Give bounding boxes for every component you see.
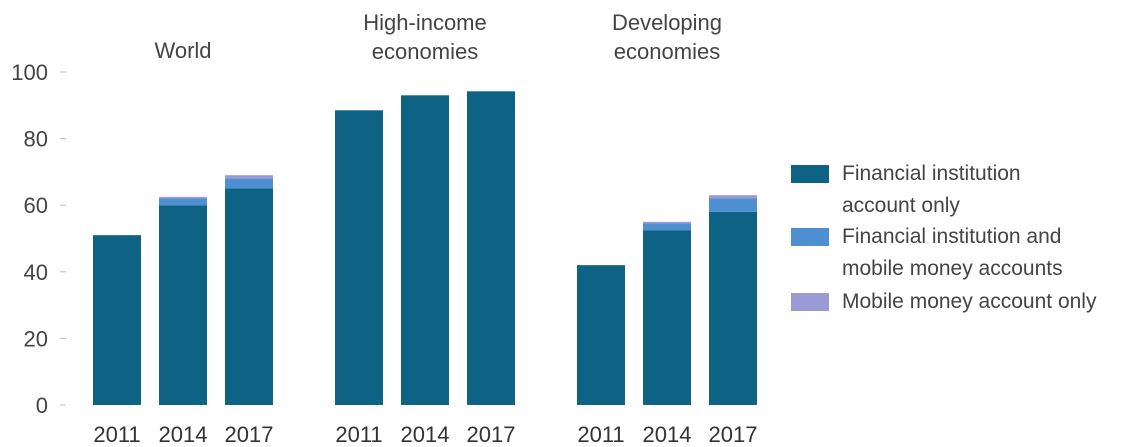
y-axis: 0 20 40 60 80 100	[11, 60, 66, 418]
legend-label: Mobile money account only	[842, 290, 1097, 313]
y-tick-label: 80	[24, 127, 48, 152]
legend-label: mobile money accounts	[842, 257, 1063, 280]
y-tick-label: 40	[24, 260, 48, 285]
bar-group: Developing economies 2011 2014 2017	[577, 10, 757, 447]
bar-segment-fi-and-mm	[709, 198, 757, 212]
x-tick-label: 2017	[225, 422, 274, 447]
bar-segment-fi-only	[467, 91, 515, 405]
legend-entry: Financial institution account only	[791, 162, 1021, 217]
bar-group: World 2011 2014 2017	[93, 38, 273, 447]
legend-swatch	[791, 165, 829, 183]
bar-segment-fi-only	[709, 211, 757, 405]
x-tick-label: 2014	[159, 422, 208, 447]
legend-swatch	[791, 228, 829, 246]
bar-segment-fi-only	[159, 205, 207, 405]
bar-segment-fi-only	[643, 230, 691, 405]
x-tick-label: 2011	[577, 422, 624, 447]
bar-segment-mm-only	[225, 175, 273, 179]
y-tick-label: 20	[24, 326, 48, 351]
bar-segment-fi-only	[401, 95, 449, 405]
legend-label: account only	[842, 194, 960, 217]
bar-group: High-income economies 2011 2014 2017	[335, 10, 515, 447]
group-title: High-income	[363, 10, 487, 35]
y-tick-label: 0	[36, 393, 48, 418]
bar-segment-fi-only	[225, 188, 273, 405]
group-title: economies	[614, 39, 720, 64]
legend-label: Financial institution	[842, 162, 1021, 185]
bar-segment-fi-and-mm	[225, 178, 273, 189]
x-tick-label: 2014	[643, 422, 692, 447]
x-tick-label: 2014	[401, 422, 450, 447]
x-tick-label: 2011	[335, 422, 382, 447]
x-tick-label: 2017	[709, 422, 758, 447]
group-title: economies	[372, 39, 478, 64]
legend-entry: Mobile money account only	[791, 290, 1097, 313]
bar-segment-mm-only	[643, 221, 691, 224]
bar-segment-fi-and-mm	[159, 198, 207, 206]
bar-segment-fi-and-mm	[467, 90, 515, 92]
bar-segment-fi-only	[577, 265, 625, 405]
x-tick-label: 2017	[467, 422, 516, 447]
legend-label: Financial institution and	[842, 225, 1061, 248]
bar-segment-fi-only	[335, 110, 383, 406]
bar-segment-fi-and-mm	[643, 223, 691, 231]
legend-swatch	[791, 293, 829, 311]
legend-entry: Financial institution and mobile money ac…	[791, 225, 1063, 280]
bar-groups: World 2011 2014 2017 High-income economies 201…	[93, 10, 757, 447]
bar-segment-mm-only	[709, 195, 757, 199]
bar-segment-fi-only	[93, 235, 141, 405]
group-title: World	[154, 38, 211, 63]
x-tick-label: 2011	[93, 422, 140, 447]
bar-segment-mm-only	[159, 196, 207, 199]
group-title: Developing	[612, 10, 722, 35]
y-tick-label: 60	[24, 193, 48, 218]
y-tick-label: 100	[11, 60, 48, 85]
